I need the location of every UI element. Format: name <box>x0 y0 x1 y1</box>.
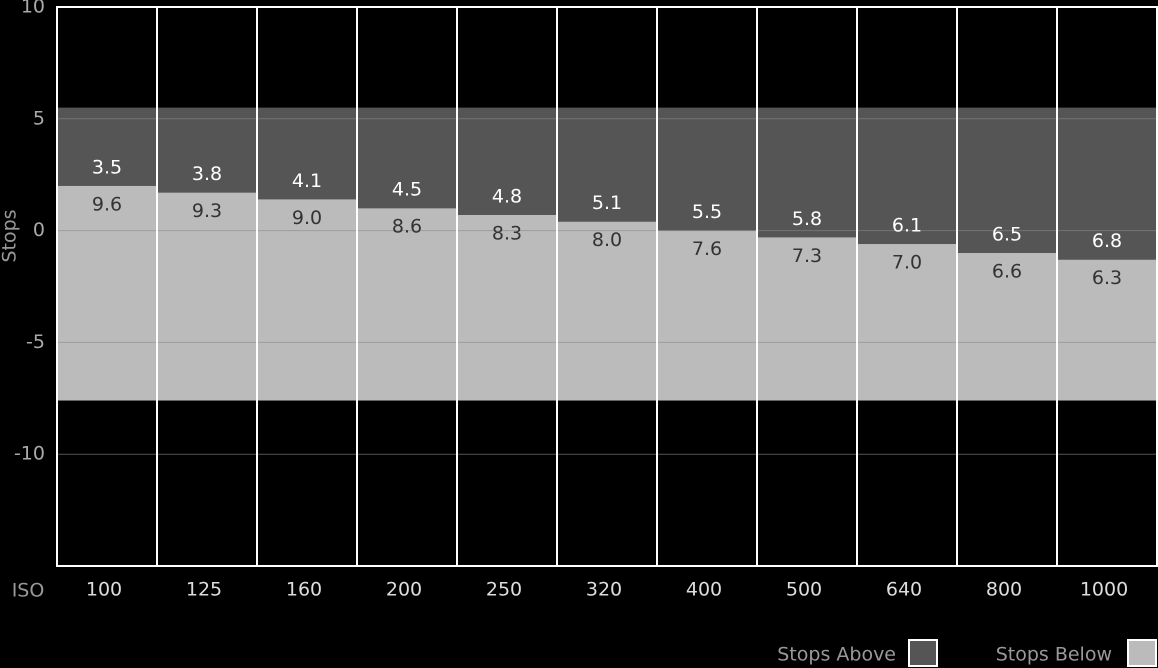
bar-segment <box>357 208 457 401</box>
data-label: 4.1 <box>292 170 322 192</box>
bar-segment <box>957 252 1057 401</box>
y-tick-label: 10 <box>21 0 45 18</box>
legend-label: Stops Above <box>777 644 896 666</box>
data-label: 4.5 <box>392 179 422 201</box>
bar-segment <box>1057 107 1157 260</box>
x-tick-label: 200 <box>386 579 422 601</box>
data-label: 6.3 <box>1092 267 1122 289</box>
data-label: 4.8 <box>492 185 522 207</box>
y-tick-label: 5 <box>33 107 45 129</box>
bar-segment <box>57 185 157 401</box>
x-tick-label: 400 <box>686 579 722 601</box>
data-label: 6.1 <box>892 215 922 237</box>
data-label: 5.8 <box>792 208 822 230</box>
bar-segment <box>557 221 657 401</box>
x-tick-label: 800 <box>986 579 1022 601</box>
data-label: 9.0 <box>292 207 322 229</box>
bar-segment <box>857 107 957 245</box>
data-label: 6.6 <box>992 260 1022 282</box>
data-label: 3.5 <box>92 156 122 178</box>
bar-segment <box>57 107 157 186</box>
data-label: 5.5 <box>692 201 722 223</box>
data-label: 8.0 <box>592 229 622 251</box>
y-axis-label: Stops <box>0 209 21 262</box>
data-label: 9.3 <box>192 200 222 222</box>
x-tick-label: 320 <box>586 579 622 601</box>
y-tick-label: 0 <box>33 219 45 241</box>
bar-segment <box>457 214 557 401</box>
x-tick-label: 500 <box>786 579 822 601</box>
data-label: 5.1 <box>592 192 622 214</box>
data-label: 8.3 <box>492 222 522 244</box>
bar-segment <box>1057 259 1157 401</box>
data-label: 3.8 <box>192 163 222 185</box>
x-tick-label: 100 <box>86 579 122 601</box>
bar-segment <box>157 192 257 401</box>
data-label: 7.3 <box>792 245 822 267</box>
bar-segment <box>357 107 457 209</box>
data-label: 7.6 <box>692 238 722 260</box>
bar-segment <box>657 230 757 401</box>
y-tick-label: -5 <box>26 331 45 353</box>
data-label: 6.8 <box>1092 230 1122 252</box>
legend-label: Stops Below <box>996 644 1112 666</box>
x-tick-label: 125 <box>186 579 222 601</box>
bar-segment <box>557 107 657 222</box>
legend-swatch <box>1127 639 1157 667</box>
bar-segment <box>857 244 957 401</box>
y-tick-label: -10 <box>14 443 45 465</box>
bar-segment <box>257 199 357 401</box>
bar-segment <box>757 107 857 238</box>
bar-segment <box>657 107 757 231</box>
data-label: 9.6 <box>92 193 122 215</box>
plot-frame <box>56 6 1158 567</box>
data-label: 7.0 <box>892 252 922 274</box>
data-label: 8.6 <box>392 216 422 238</box>
bar-segment <box>157 107 257 193</box>
bar-segment <box>957 107 1057 253</box>
legend-swatch <box>908 639 938 667</box>
bar-segment <box>457 107 557 215</box>
bar-segment <box>257 107 357 200</box>
x-tick-label: 640 <box>886 579 922 601</box>
x-tick-label: 1000 <box>1080 579 1128 601</box>
data-label: 6.5 <box>992 223 1022 245</box>
x-axis-label: ISO <box>12 580 45 602</box>
bar-segment <box>757 237 857 401</box>
x-tick-label: 250 <box>486 579 522 601</box>
x-tick-label: 160 <box>286 579 322 601</box>
